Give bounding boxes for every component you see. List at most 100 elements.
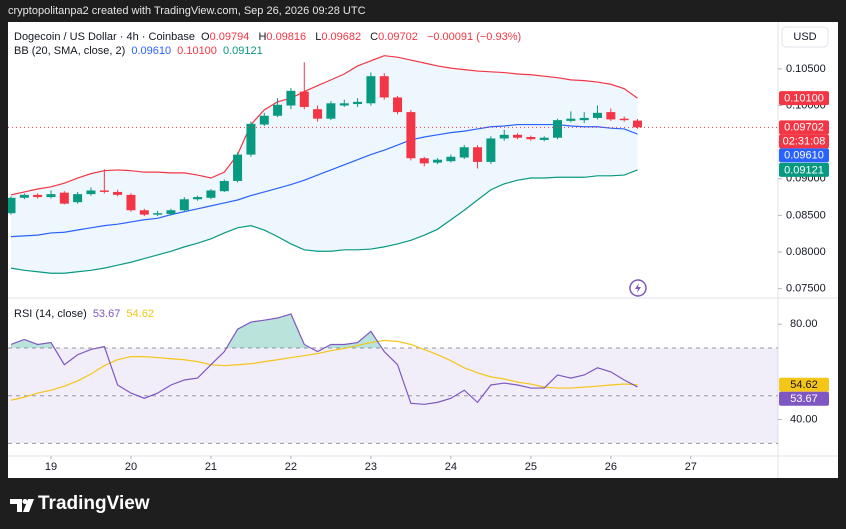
candle-body: [473, 147, 483, 162]
candle-body: [113, 191, 123, 195]
band-line: [10, 123, 638, 238]
ohlc-label: H: [258, 31, 267, 43]
rsi-line: [10, 339, 638, 401]
x-tick-label: 22: [285, 461, 297, 473]
ohlc: L0.09682: [315, 31, 364, 43]
candle-body: [139, 210, 149, 215]
rsi-value: 54.62: [126, 308, 154, 320]
candle-body: [313, 109, 323, 119]
ohlc-value: 0.09816: [266, 31, 307, 43]
rsi-legend: RSI (14, close) 53.67 54.62: [14, 308, 157, 320]
candle-body: [526, 137, 536, 140]
candle-body: [179, 199, 189, 211]
candle-body: [46, 194, 56, 198]
price-badge-label: 53.67: [790, 393, 818, 405]
candle-body: [286, 90, 296, 106]
overbought-fill: [10, 313, 382, 349]
ohlc: O0.09794: [201, 31, 252, 43]
candle-body: [486, 138, 496, 162]
candle-body: [273, 104, 283, 116]
price-badge: [779, 120, 829, 135]
band-fill: [10, 55, 638, 274]
y-tick-label: 0.08000: [786, 246, 826, 258]
candle-body: [339, 103, 349, 106]
candle-body: [299, 91, 309, 107]
band-line: [10, 169, 638, 274]
indicator-legend: BB (20, SMA, close, 2) 0.09610 0.10100 0…: [14, 45, 266, 57]
currency: USD: [793, 31, 816, 43]
price-badge: [779, 134, 829, 149]
price-badge-label: 0.09121: [784, 164, 824, 176]
ohlc-label: L: [315, 31, 322, 43]
x-tick-label: 27: [685, 461, 697, 473]
y-tick-label: 40.00: [790, 413, 818, 425]
candle-body: [393, 97, 403, 113]
price-badge: [779, 377, 829, 392]
candle-body: [73, 194, 83, 203]
candle-body: [193, 197, 203, 200]
candle-body: [619, 118, 629, 121]
candle-body: [19, 194, 29, 198]
y-tick-label: 0.07500: [786, 283, 826, 295]
candle-body: [246, 123, 256, 155]
candle-body: [566, 118, 576, 121]
price-badge-label: 02:31:08: [783, 136, 826, 148]
rsi-line: [10, 313, 638, 405]
candle-body: [499, 134, 509, 139]
y-tick-label: 0.08500: [786, 209, 826, 221]
candle-body: [126, 194, 136, 211]
candle-body: [33, 194, 43, 198]
x-tick-label: 21: [205, 461, 217, 473]
candle-body: [419, 158, 429, 164]
candle-body: [433, 159, 443, 163]
price-badge: [779, 91, 829, 106]
logo-part: [10, 499, 22, 512]
candle-body: [406, 112, 416, 159]
y-tick-label: 80.00: [790, 318, 818, 330]
candle-body: [606, 112, 616, 120]
x-tick-label: 23: [365, 461, 377, 473]
candle-body: [446, 156, 456, 162]
candle-body: [353, 101, 363, 105]
price-badge: [779, 162, 829, 177]
x-tick-label: 19: [45, 461, 57, 473]
ohlc-value: 0.09702: [378, 31, 418, 43]
y-tick-label: 0.10500: [786, 63, 826, 75]
candle-body: [219, 180, 229, 192]
currency-box[interactable]: [781, 26, 829, 48]
ohlc: C0.09702: [370, 31, 421, 43]
candle-body: [379, 76, 389, 98]
candle-body: [99, 190, 109, 192]
logo-part: [23, 499, 34, 512]
ohlc-value: 0.09794: [209, 31, 250, 43]
candle-body: [59, 192, 69, 204]
brand: TradingView: [38, 493, 150, 514]
x-tick-label: 26: [605, 461, 617, 473]
ohlc: H0.09816: [258, 31, 309, 43]
candle-body: [86, 190, 96, 195]
indicator-value: 0.09610: [131, 45, 172, 57]
candle-body: [8, 197, 16, 214]
icon-bolt: [635, 283, 641, 293]
price-badge-label: 0.09702: [784, 122, 824, 134]
price-badge-label: 54.62: [790, 379, 818, 391]
x-tick-label: 24: [445, 461, 457, 473]
price-badge-label: 0.09610: [784, 150, 824, 162]
candle-body: [153, 213, 163, 215]
candle-body: [259, 115, 269, 125]
candle-body: [632, 120, 642, 128]
candle-body: [513, 134, 523, 138]
icon-ring: [629, 279, 647, 297]
x-tick-label: 20: [125, 461, 137, 473]
candle-body: [233, 154, 243, 181]
rsi-value: 53.67: [92, 308, 121, 320]
logo-part: [22, 499, 28, 504]
candle-body: [539, 137, 549, 140]
credit: cryptopolitanpa2 created with TradingVie…: [8, 5, 366, 17]
change: −0.00091 (−0.93%): [426, 31, 522, 43]
quick-icon[interactable]: [629, 279, 647, 297]
candle-body: [326, 103, 336, 119]
candle-body: [552, 120, 562, 138]
indicator: BB (20, SMA, close, 2): [14, 45, 126, 57]
